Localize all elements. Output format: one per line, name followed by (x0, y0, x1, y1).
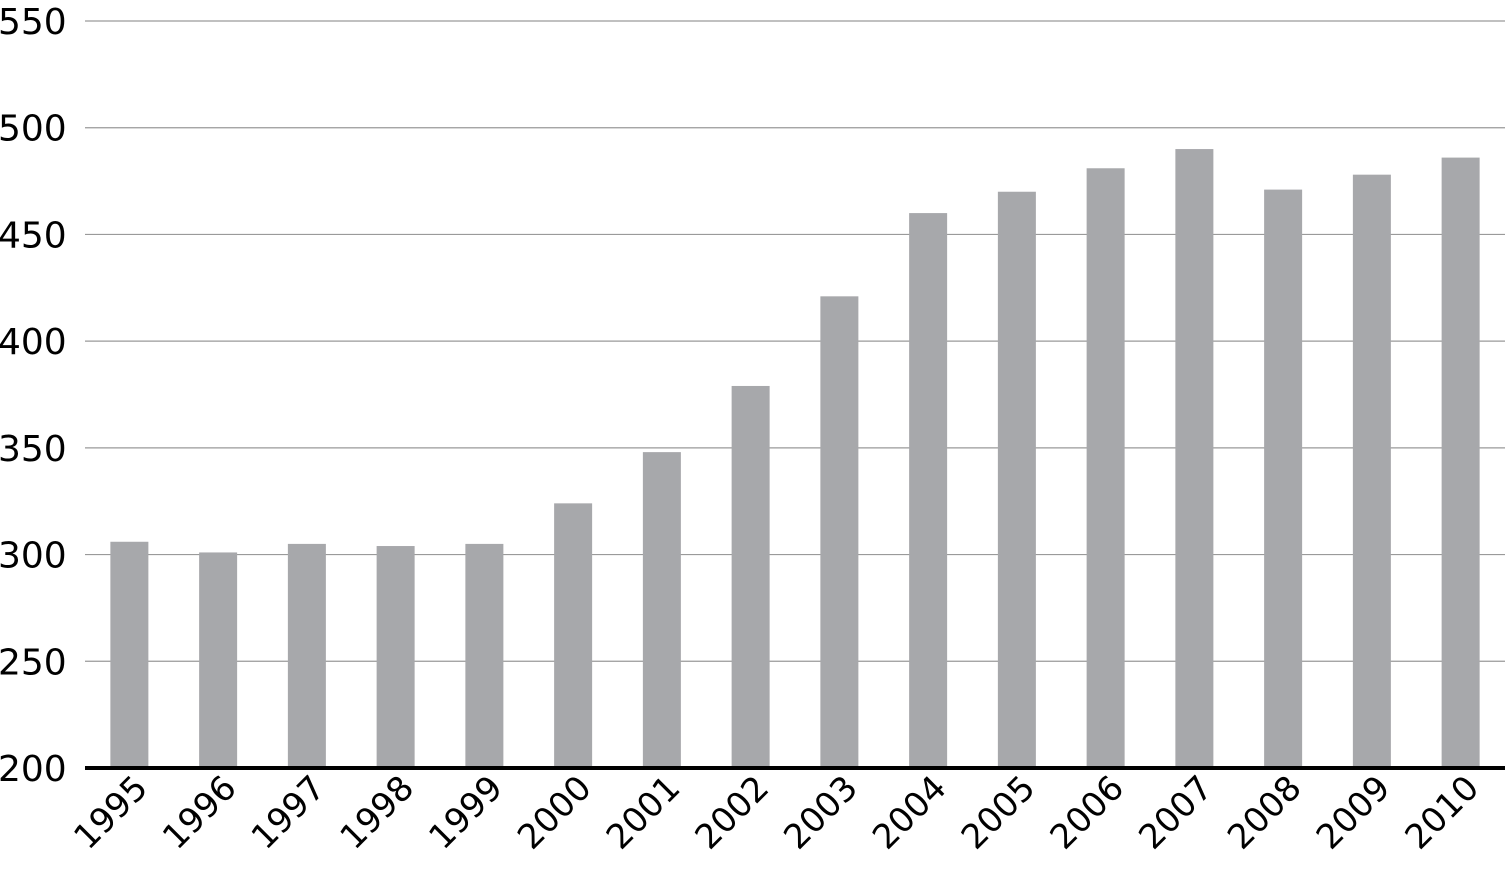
x-tick-label: 1998 (333, 768, 422, 857)
bar-2001 (642, 452, 681, 768)
x-tick-label: 2003 (776, 768, 865, 857)
bar-2008 (1264, 189, 1303, 768)
x-tick-label: 1995 (66, 768, 155, 857)
x-tick-label: 1997 (244, 768, 333, 857)
y-tick-label: 550 (0, 2, 67, 43)
x-tick-label: 2006 (1043, 768, 1132, 857)
bar-1995 (110, 541, 149, 768)
x-tick-label: 2010 (1398, 768, 1487, 857)
y-tick-label: 250 (0, 642, 67, 683)
y-tick-label: 400 (0, 322, 67, 363)
bar-2010 (1441, 157, 1480, 768)
bar-2000 (554, 503, 593, 768)
y-tick-label: 200 (0, 749, 67, 790)
y-tick-label: 300 (0, 536, 67, 577)
bar-1998 (376, 546, 415, 768)
bar-2004 (909, 213, 948, 769)
bar-1997 (287, 543, 326, 768)
y-tick-label: 450 (0, 215, 67, 256)
bar-2002 (731, 385, 770, 768)
x-tick-label: 2002 (688, 768, 777, 857)
bar-2003 (820, 296, 859, 768)
bar-1996 (199, 552, 238, 768)
x-tick-label: 2000 (510, 768, 599, 857)
x-tick-label: 2001 (599, 768, 688, 857)
x-tick-label: 2007 (1131, 768, 1220, 857)
bar-2007 (1175, 149, 1214, 769)
x-tick-label: 2008 (1220, 768, 1309, 857)
bars (110, 149, 1480, 769)
y-tick-label: 350 (0, 429, 67, 470)
y-axis-ticks: 200 250 300 350 400 450 500 550 (0, 2, 67, 790)
x-tick-label: 2009 (1309, 768, 1398, 857)
y-tick-label: 500 (0, 109, 67, 150)
x-tick-label: 2004 (865, 768, 954, 857)
bar-2005 (997, 191, 1036, 768)
bar-1999 (465, 543, 504, 768)
x-tick-label: 1996 (155, 768, 244, 857)
x-axis-ticks: 1995 1996 1997 1998 1999 2000 2001 2002 2003 2004… (66, 768, 1487, 857)
bar-2009 (1352, 174, 1391, 768)
x-tick-label: 2005 (954, 768, 1043, 857)
bar-2006 (1086, 168, 1125, 768)
x-tick-label: 1999 (421, 768, 510, 857)
